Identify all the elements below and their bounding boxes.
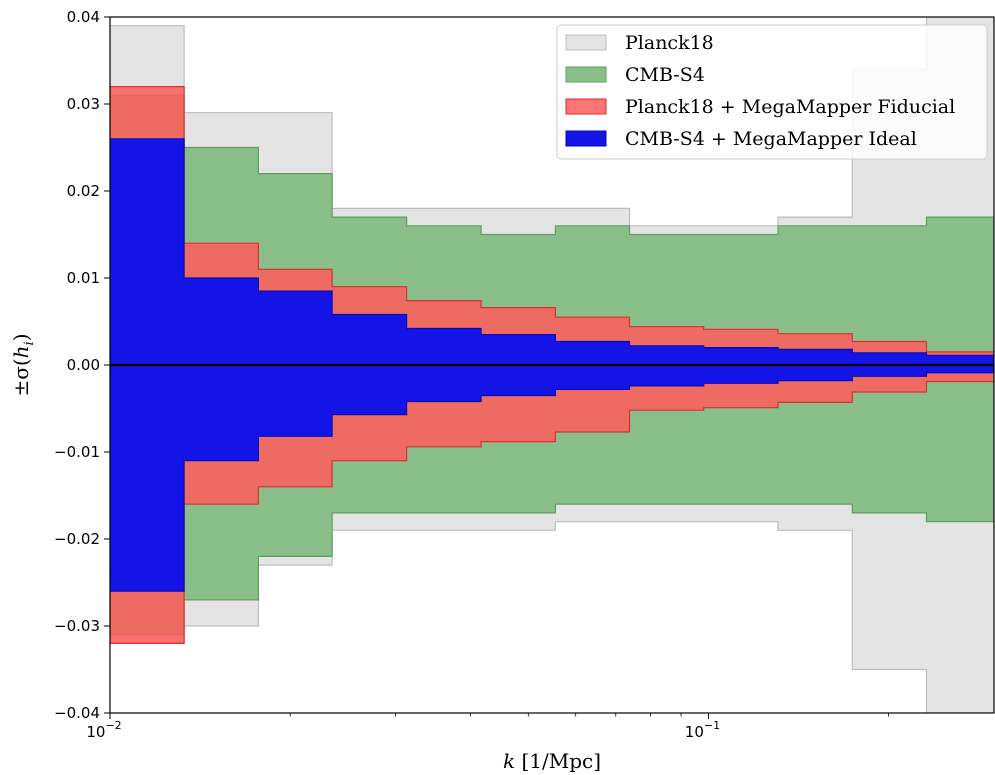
- legend-label: CMB-S4: [625, 64, 705, 86]
- legend-items: Planck18 CMB-S4 Planck18 + MegaMapper Fidu…: [565, 32, 955, 150]
- legend-swatch: [565, 130, 607, 147]
- y-tick-label: 0.04: [67, 8, 100, 26]
- y-tick-label: 0.03: [67, 95, 100, 113]
- x-tick-label: 10−1: [685, 719, 720, 741]
- legend-label: CMB-S4 + MegaMapper Ideal: [625, 128, 917, 150]
- y-tick-label: 0.02: [67, 182, 100, 200]
- x-tick-label: 10−2: [86, 719, 121, 741]
- legend-box: [556, 24, 988, 160]
- legend-label: Planck18: [625, 32, 714, 54]
- x-axis-label: k [1/Mpc]: [503, 749, 601, 773]
- y-tick-label: 0.00: [67, 356, 100, 374]
- y-axis: 0.04 0.03 0.02 0.01 0.00 −0.01 −0.02 −0.03 −0.04: [54, 8, 110, 722]
- y-axis-label: ±σ(hi): [9, 333, 37, 396]
- legend: Planck18 CMB-S4 Planck18 + MegaMapper Fidu…: [556, 24, 988, 160]
- y-tick-label: −0.01: [54, 443, 100, 461]
- y-tick-label: −0.04: [54, 704, 100, 722]
- x-axis: 10−2 10−1: [86, 713, 890, 741]
- legend-swatch: [565, 34, 607, 51]
- legend-label: Planck18 + MegaMapper Fiducial: [625, 96, 955, 118]
- y-tick-label: −0.02: [54, 530, 100, 548]
- legend-swatch: [565, 66, 607, 83]
- y-tick-label: −0.03: [54, 617, 100, 635]
- y-tick-label: 0.01: [67, 269, 100, 287]
- legend-swatch: [565, 98, 607, 115]
